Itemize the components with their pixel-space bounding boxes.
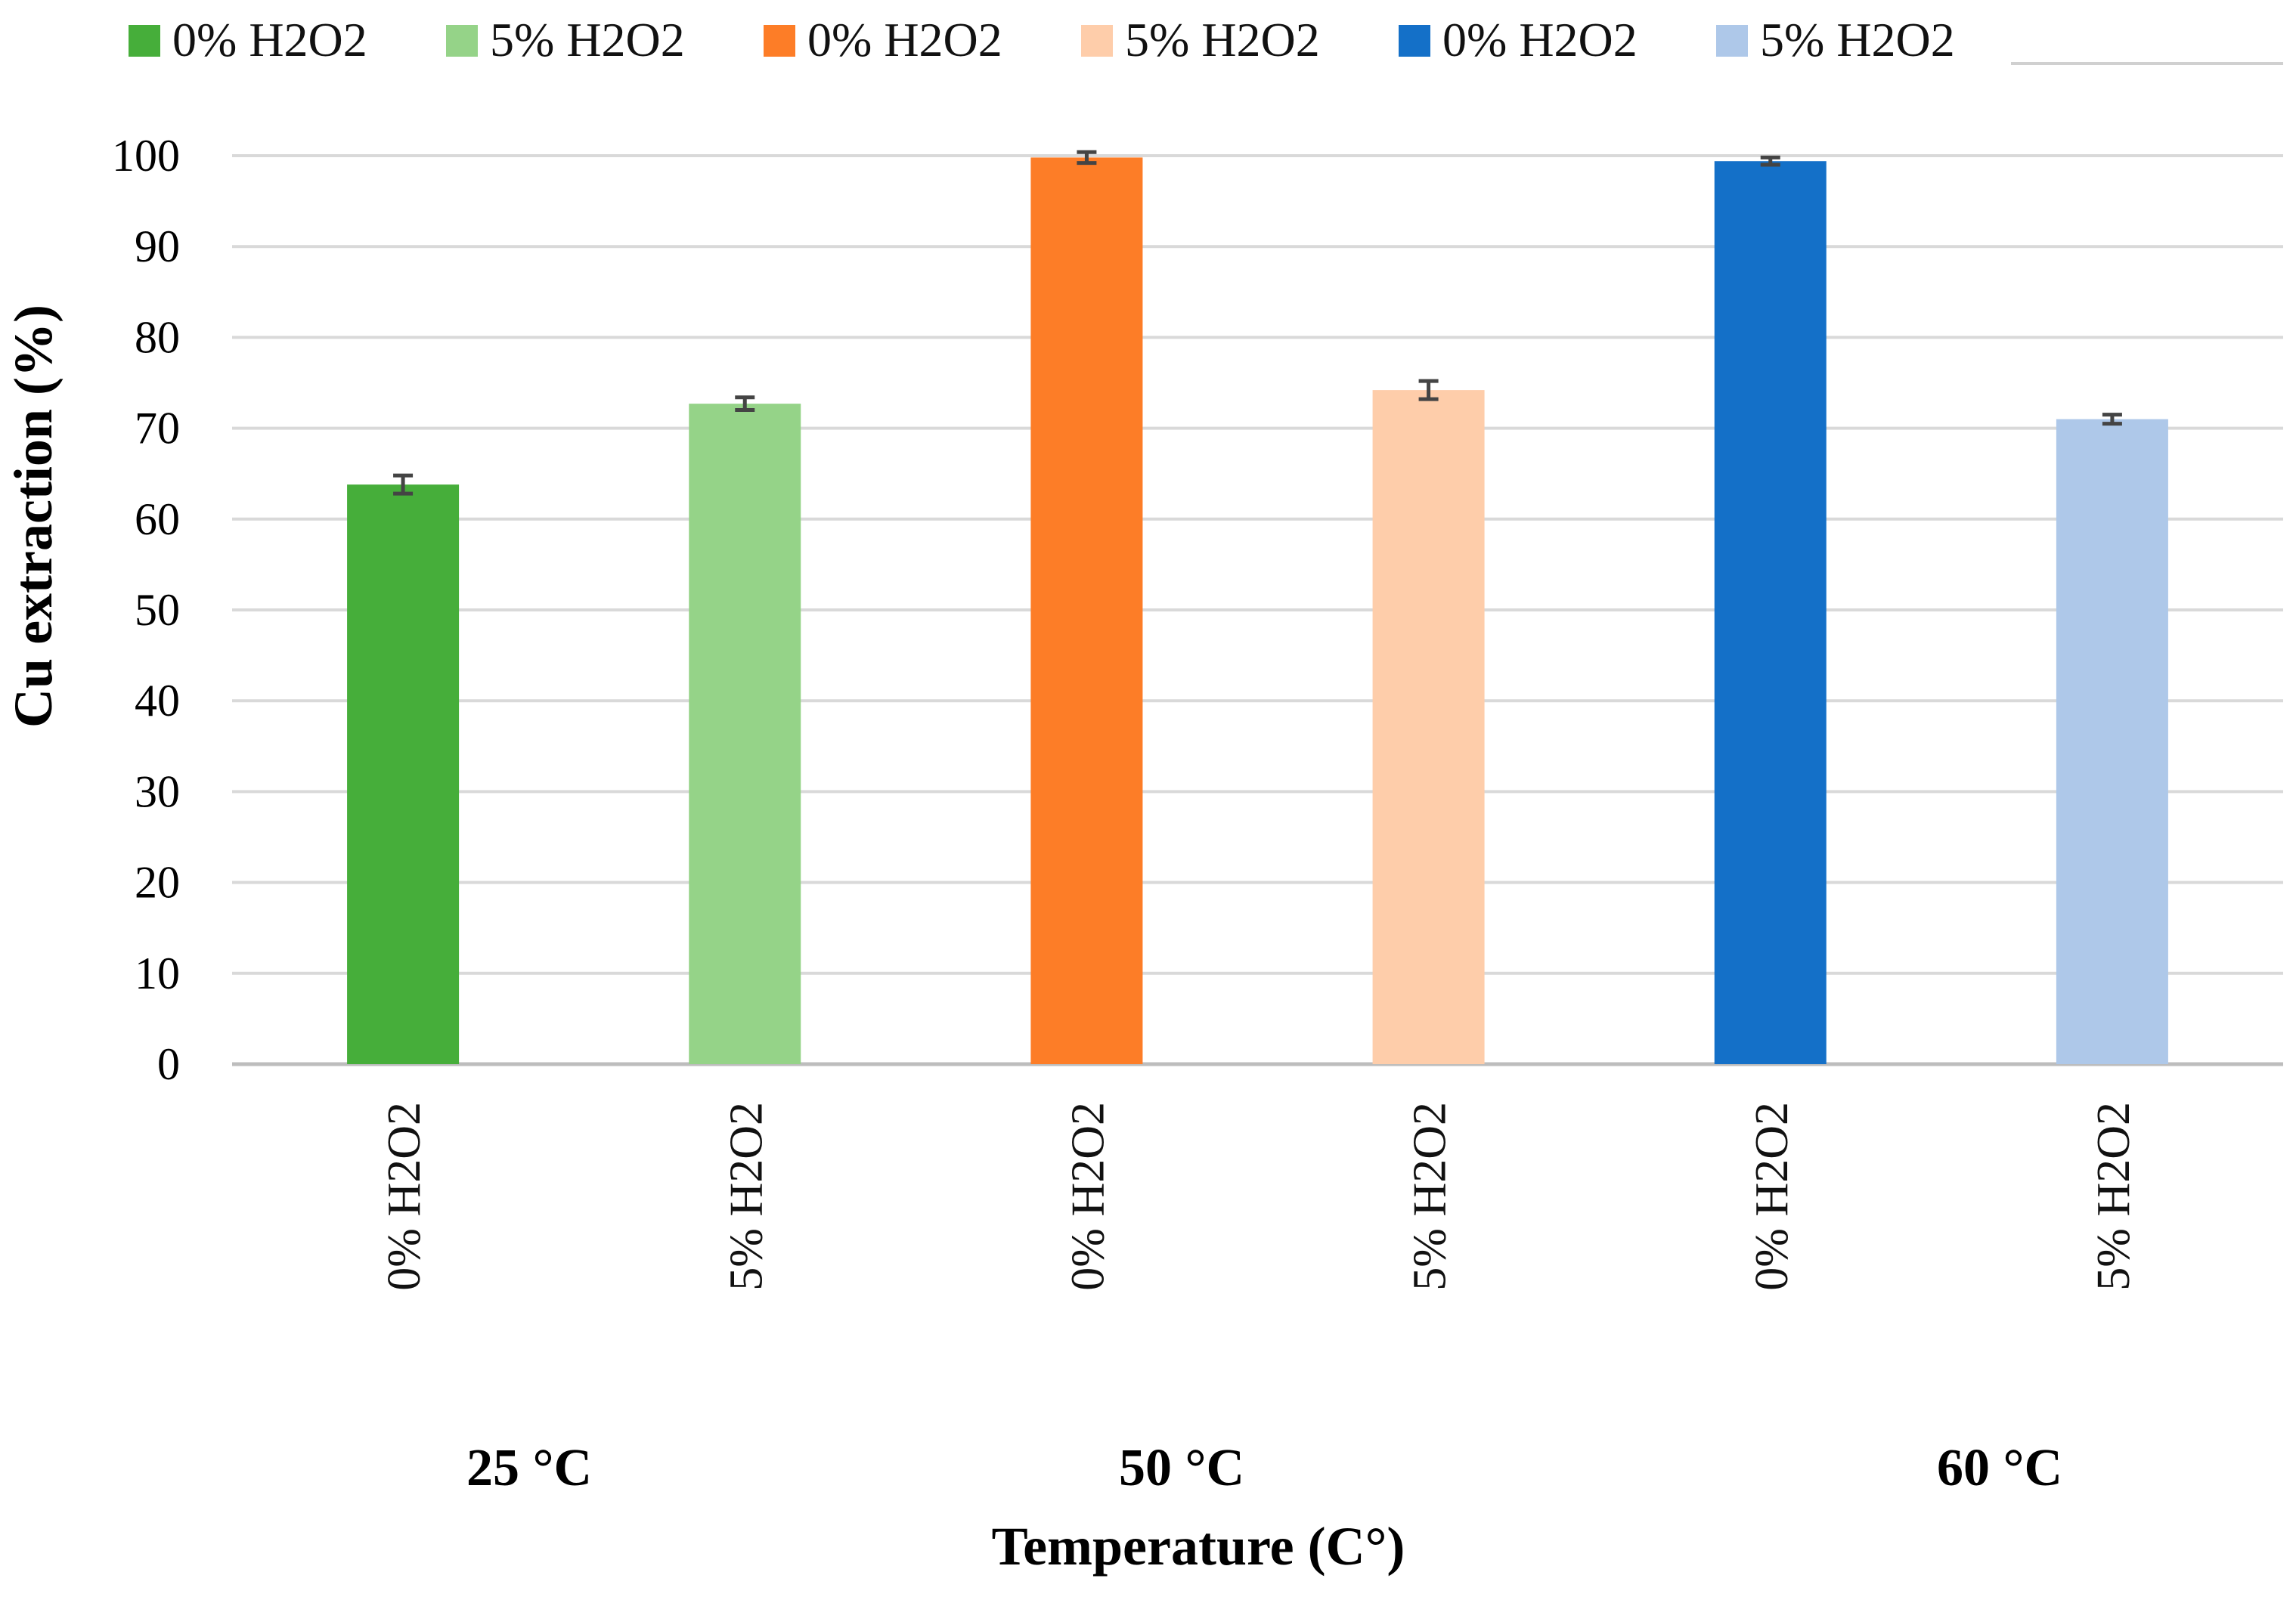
legend-swatch (764, 25, 795, 57)
legend-swatch (446, 25, 478, 57)
y-tick-label: 30 (135, 766, 180, 816)
x-category-label: 5% H2O2 (1405, 1102, 1456, 1291)
legend: 0% H2O2 5% H2O2 0% H2O2 5% H2O2 0% H2O2 5% H2… (129, 13, 1955, 67)
legend-item: 0% H2O2 (1399, 13, 1638, 67)
legend-label: 0% H2O2 (172, 13, 367, 67)
y-tick-label: 100 (112, 131, 180, 181)
legend-item: 0% H2O2 (764, 13, 1002, 67)
x-category-label: 0% H2O2 (1746, 1102, 1798, 1291)
y-tick-label: 50 (135, 585, 180, 635)
bar (2056, 419, 2168, 1064)
bar (689, 404, 801, 1064)
legend-item: 5% H2O2 (1081, 13, 1320, 67)
legend-swatch (1716, 25, 1748, 57)
x-category-labels: 0% H2O2 5% H2O2 0% H2O2 5% H2O2 0% H2O2 5% H2… (379, 1102, 2140, 1291)
legend-label: 0% H2O2 (807, 13, 1002, 67)
y-tick-label: 40 (135, 676, 180, 726)
x-category-label: 0% H2O2 (379, 1102, 430, 1291)
error-bar (735, 395, 755, 413)
y-axis-title: Cu extraction (%) (3, 305, 64, 728)
legend-item: 0% H2O2 (129, 13, 367, 67)
bar (1714, 161, 1827, 1064)
error-bar (1760, 155, 1780, 167)
x-category-label: 0% H2O2 (1062, 1102, 1114, 1291)
bars (347, 157, 2168, 1064)
y-tick-label: 0 (157, 1039, 180, 1089)
gridlines (232, 154, 2283, 1066)
legend-swatch (1399, 25, 1430, 57)
x-category-label: 5% H2O2 (720, 1102, 772, 1291)
x-group-labels: 25 °C 50 °C 60 °C (466, 1439, 2062, 1497)
error-bars (393, 150, 2122, 496)
x-group-label: 25 °C (466, 1439, 592, 1497)
y-tick-label: 80 (135, 312, 180, 362)
y-tick-label: 60 (135, 494, 180, 544)
x-category-label: 5% H2O2 (2088, 1102, 2140, 1291)
bar (1030, 157, 1143, 1064)
y-tick-label: 20 (135, 858, 180, 908)
error-bar (1418, 379, 1439, 401)
error-bar (2102, 413, 2122, 426)
x-axis-title: Temperature (C°) (992, 1516, 1405, 1577)
legend-label: 0% H2O2 (1442, 13, 1638, 67)
y-axis-ticks: 0 10 20 30 40 50 60 70 80 90 100 (112, 131, 180, 1089)
y-tick-label: 70 (135, 404, 180, 453)
x-group-label: 60 °C (1937, 1439, 2062, 1497)
legend-label: 5% H2O2 (1125, 13, 1320, 67)
legend-swatch (1081, 25, 1113, 57)
bar (347, 484, 460, 1064)
legend-item: 5% H2O2 (1716, 13, 1955, 67)
error-bar (393, 473, 414, 496)
legend-swatch (129, 25, 160, 57)
legend-item: 5% H2O2 (446, 13, 685, 67)
y-tick-label: 10 (135, 949, 180, 998)
legend-label: 5% H2O2 (490, 13, 685, 67)
legend-label: 5% H2O2 (1760, 13, 1955, 67)
bar (1372, 390, 1485, 1064)
y-tick-label: 90 (135, 221, 180, 271)
error-bar (1077, 150, 1097, 166)
x-group-label: 50 °C (1119, 1439, 1244, 1497)
